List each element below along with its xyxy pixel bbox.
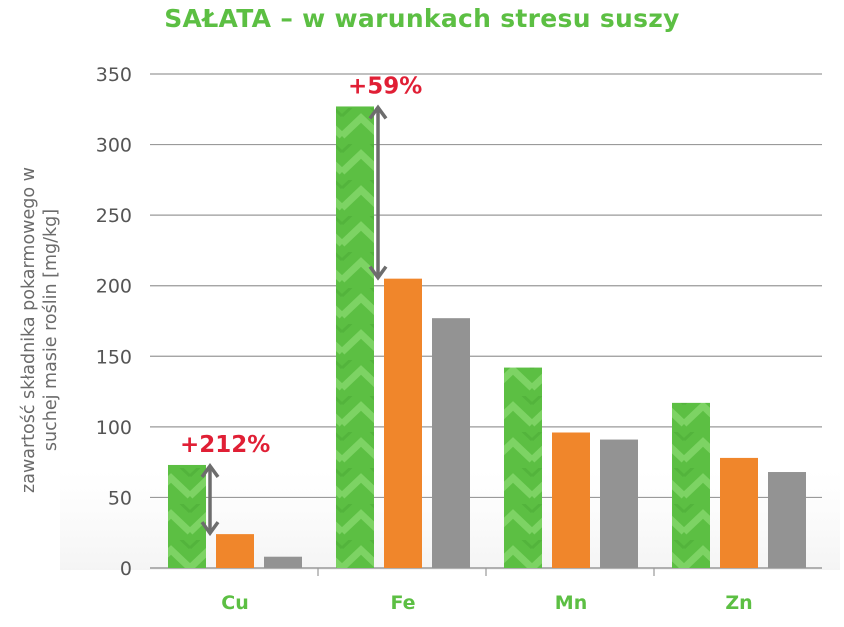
bar-cu-series-2 (216, 534, 254, 568)
bar-mn-series-2 (552, 432, 590, 568)
arrow-head-up (368, 104, 388, 120)
arrow-head-down (200, 521, 220, 537)
category-label: Zn (725, 592, 752, 614)
category-label: Cu (221, 592, 248, 614)
y-tick-label: 0 (120, 558, 132, 580)
chart-title: SAŁATA – w warunkach stresu suszy (164, 4, 680, 33)
y-tick-label: 200 (96, 276, 132, 298)
annotation-label: +212% (180, 432, 270, 458)
y-tick-label: 250 (96, 205, 132, 227)
bar-cu-series-3 (264, 556, 302, 568)
category-label: Fe (390, 592, 415, 614)
y-tick-label: 150 (96, 346, 132, 368)
bar-zn-series-3 (768, 472, 806, 568)
bars (168, 106, 806, 568)
y-tick-label: 350 (96, 64, 132, 86)
bar-fe-series-2 (384, 278, 422, 568)
y-tick-labels: 0 50 100 150 200 250 300 350 (96, 64, 132, 580)
bar-cu-series-1 (168, 464, 206, 568)
bar-fe-series-3 (432, 318, 470, 568)
bar-zn-series-1 (672, 402, 710, 568)
arrow-head-down (368, 265, 388, 281)
bar-mn-series-3 (600, 439, 638, 568)
bar-zn-series-2 (720, 457, 758, 568)
bar-mn-series-1 (504, 367, 542, 568)
category-labels: Cu Fe Mn Zn (221, 592, 752, 614)
annotation-label: +59% (348, 73, 422, 99)
category-label: Mn (555, 592, 587, 614)
y-tick-label: 50 (108, 487, 132, 509)
y-tick-label: 300 (96, 135, 132, 157)
arrow-head-up (200, 462, 220, 478)
y-tick-label: 100 (96, 417, 132, 439)
bar-fe-series-1 (336, 106, 374, 568)
annotations: +212% +59% (180, 73, 422, 537)
